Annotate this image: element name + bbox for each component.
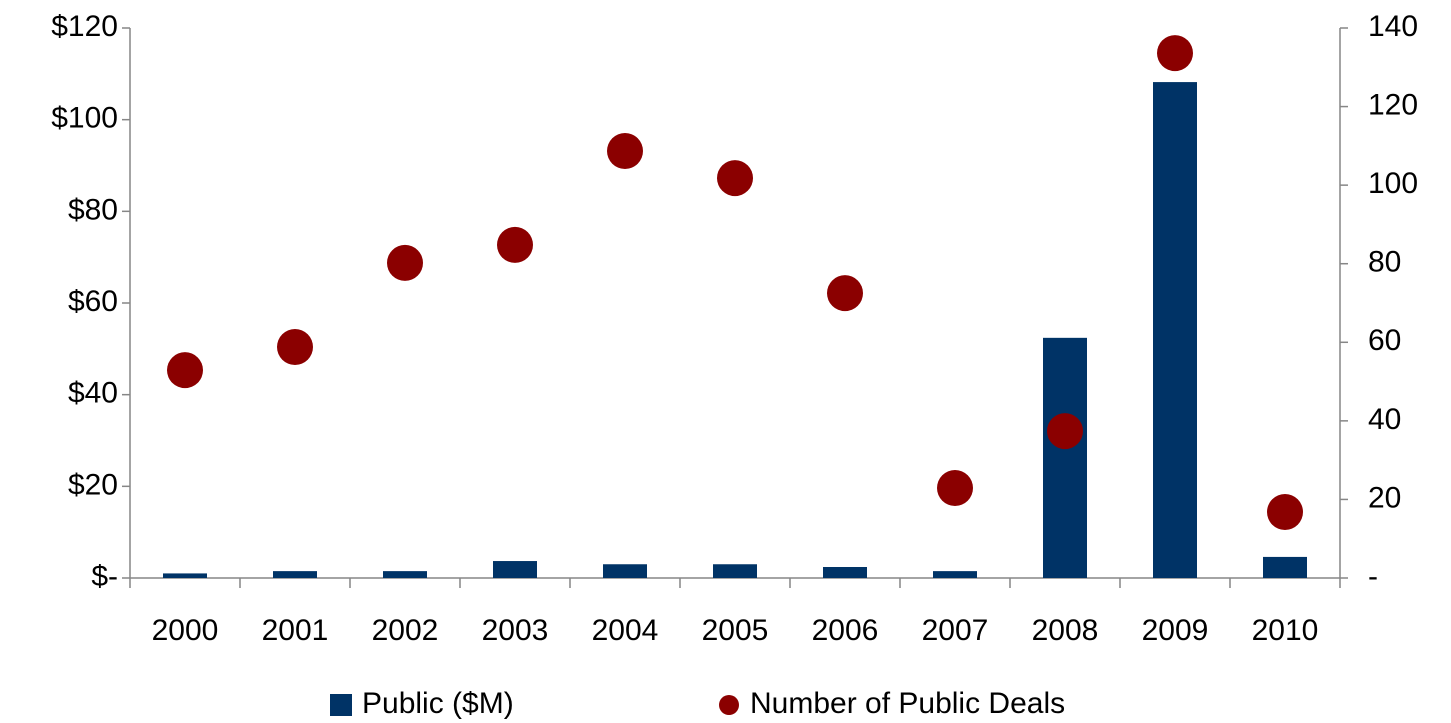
- legend-swatch: [330, 694, 352, 716]
- x-tick-label: 2010: [1252, 614, 1319, 647]
- x-tick-label: 2005: [702, 614, 769, 647]
- legend-swatch: [719, 695, 739, 715]
- dot: [937, 470, 973, 507]
- legend-label: Public ($M): [362, 687, 514, 720]
- y2-tick-label: -: [1368, 560, 1378, 593]
- x-tick-label: 2003: [482, 614, 549, 647]
- dot: [1047, 413, 1083, 450]
- y-tick-label: $100: [51, 102, 118, 135]
- y2-tick-label: 140: [1368, 10, 1418, 43]
- dot: [277, 329, 313, 365]
- dot: [387, 244, 423, 281]
- x-tick-label: 2006: [812, 614, 879, 647]
- y-tick-label: $40: [68, 377, 118, 410]
- x-tick-label: 2004: [592, 614, 659, 647]
- dot: [1157, 35, 1193, 72]
- x-tick-label: 2008: [1032, 614, 1099, 647]
- legend-label: Number of Public Deals: [750, 687, 1065, 720]
- dot: [607, 132, 643, 169]
- bar: [1153, 82, 1197, 578]
- y-tick-label: $-: [91, 560, 118, 593]
- x-tick-label: 2000: [152, 614, 219, 647]
- bar: [1043, 337, 1087, 578]
- dot: [827, 275, 863, 312]
- bar: [823, 567, 867, 578]
- bar: [1263, 556, 1307, 578]
- dot: [167, 352, 203, 389]
- y2-tick-label: 20: [1368, 481, 1401, 514]
- y2-tick-label: 80: [1368, 246, 1401, 279]
- dot: [1267, 494, 1303, 530]
- x-tick-label: 2009: [1142, 614, 1209, 647]
- bar: [163, 573, 207, 578]
- bar: [603, 564, 647, 578]
- y-tick-label: $120: [51, 10, 118, 43]
- bar: [713, 564, 757, 578]
- y-tick-label: $60: [68, 285, 118, 318]
- y2-tick-label: 100: [1368, 167, 1418, 200]
- dot: [717, 160, 753, 197]
- y2-tick-label: 60: [1368, 324, 1401, 357]
- bar: [493, 561, 537, 578]
- x-tick-label: 2007: [922, 614, 989, 647]
- x-tick-label: 2002: [372, 614, 439, 647]
- y-tick-label: $20: [68, 468, 118, 501]
- y2-tick-label: 120: [1368, 88, 1418, 121]
- bar: [273, 571, 317, 578]
- y-tick-label: $80: [68, 193, 118, 226]
- bar: [933, 571, 977, 578]
- bar: [383, 571, 427, 578]
- x-tick-label: 2001: [262, 614, 329, 647]
- y2-tick-label: 40: [1368, 403, 1401, 436]
- dot: [497, 226, 533, 263]
